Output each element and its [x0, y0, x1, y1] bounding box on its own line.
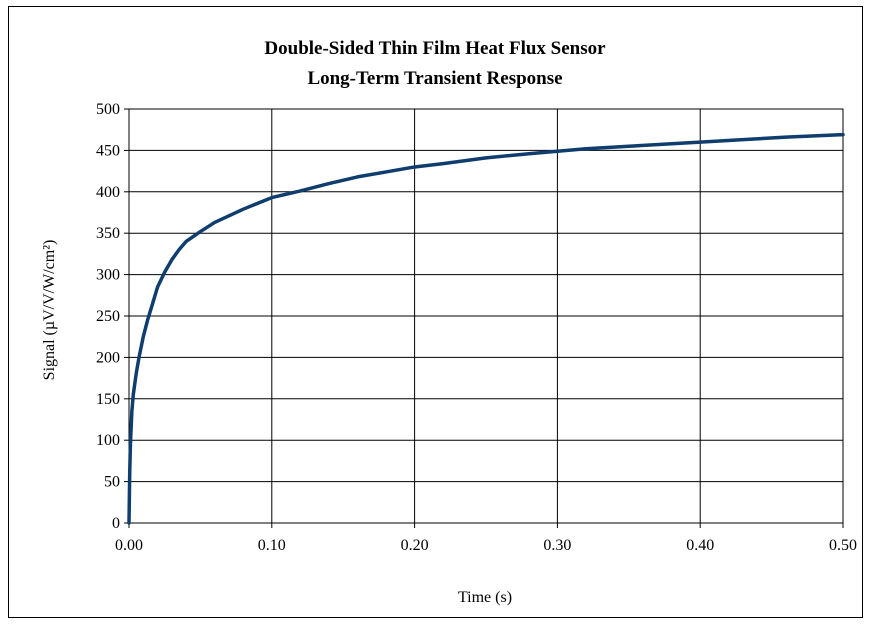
y-tick-label: 250 [96, 308, 120, 325]
y-tick-label: 450 [96, 142, 120, 159]
x-tick-label: 0.50 [829, 537, 857, 554]
y-tick-label: 400 [96, 184, 120, 201]
x-tick-label: 0.30 [543, 537, 571, 554]
y-tick-label: 50 [104, 474, 120, 491]
y-tick-label: 100 [96, 432, 120, 449]
chart-frame: Double-Sided Thin Film Heat Flux Sensor … [8, 6, 863, 618]
x-tick-label: 0.20 [401, 537, 429, 554]
y-tick-label: 500 [96, 101, 120, 118]
y-tick-label: 350 [96, 225, 120, 242]
line-chart: Double-Sided Thin Film Heat Flux Sensor … [41, 38, 857, 606]
series-line [127, 132, 845, 525]
chart-title-line-1: Double-Sided Thin Film Heat Flux Sensor [264, 38, 606, 59]
y-tick-label: 150 [96, 391, 120, 408]
y-tick-label: 0 [112, 515, 120, 532]
y-axis-label: Signal (µV/V/W/cm²) [41, 240, 58, 381]
x-tick-label: 0.10 [258, 537, 286, 554]
chart-title-line-2: Long-Term Transient Response [307, 68, 562, 89]
x-tick-label: 0.40 [686, 537, 714, 554]
y-tick-label: 200 [96, 349, 120, 366]
x-tick-label: 0.00 [115, 537, 143, 554]
y-tick-label: 300 [96, 267, 120, 284]
x-axis-label: Time (s) [458, 589, 512, 606]
plot-area [128, 108, 844, 524]
